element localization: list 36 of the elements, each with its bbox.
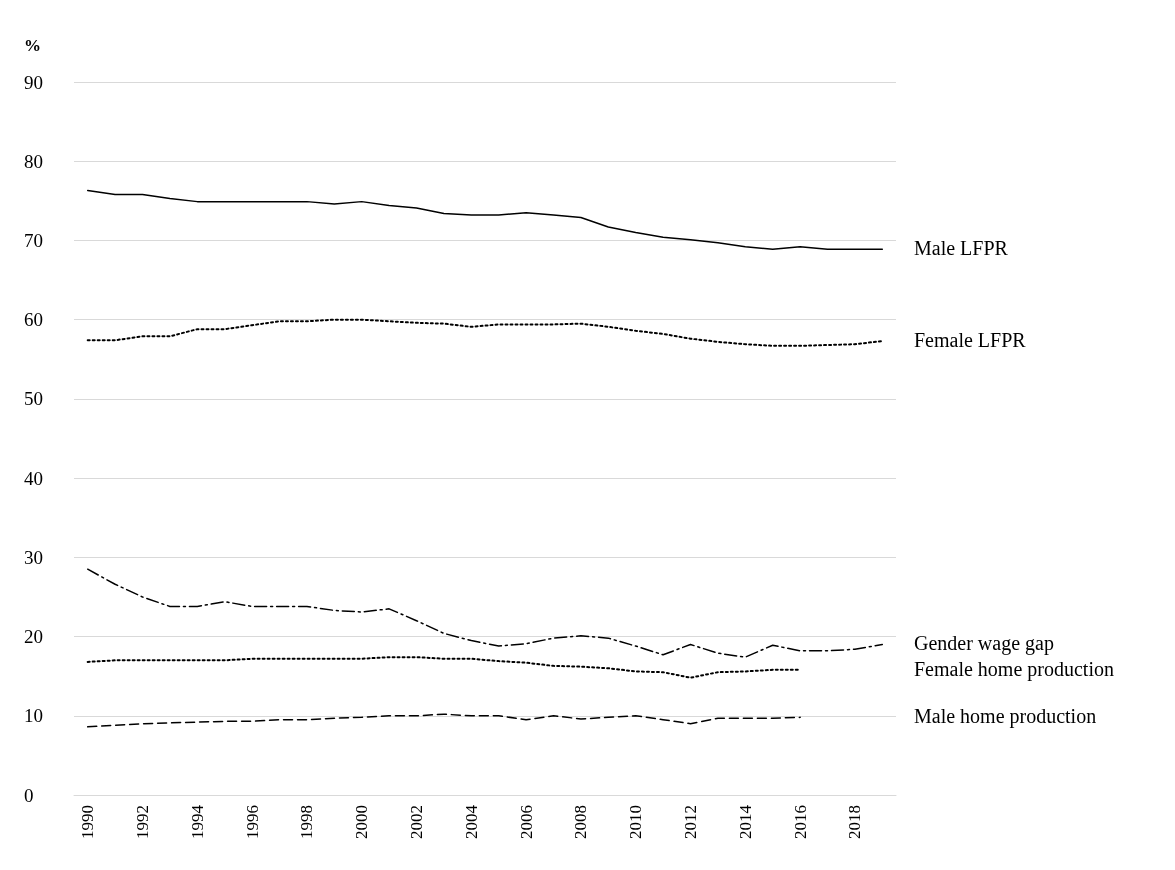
x-tick-label: 1992	[133, 805, 152, 839]
x-tick-label: 2014	[735, 804, 755, 839]
y-tick-label: 0	[24, 784, 34, 806]
series-label: Male LFPR	[914, 237, 1009, 260]
x-tick-label: 2006	[516, 805, 536, 839]
line-series	[86, 318, 884, 347]
x-tick-label: 1994	[187, 804, 207, 839]
line-series	[86, 656, 802, 679]
y-tick-label: 60	[24, 309, 43, 331]
y-tick-label: 90	[24, 71, 43, 93]
x-tick-label: 2018	[845, 805, 865, 839]
y-axis-title: %	[24, 36, 41, 55]
series-label: Gender wage gap	[914, 632, 1054, 656]
text: Male home production	[914, 705, 1097, 729]
x-tick-label: 2012	[681, 805, 700, 839]
x-tick-label: 2000	[352, 805, 372, 839]
y-tick-label: 80	[24, 150, 43, 172]
x-tick-label: 1996	[242, 805, 262, 839]
x-tick-label: 2008	[571, 805, 591, 839]
x-tick-label: 2002	[407, 805, 426, 839]
y-tick-label: 10	[24, 705, 43, 727]
y-tick-label: 50	[24, 388, 43, 410]
line-series	[86, 568, 884, 658]
y-tick-label: 70	[24, 229, 43, 251]
y-tick-label: 40	[24, 467, 43, 489]
text: Female home production	[914, 657, 1114, 681]
x-tick-label: 1998	[297, 805, 317, 839]
y-tick-label: 20	[24, 626, 43, 648]
line-series	[86, 713, 801, 728]
x-tick-label: 2004	[461, 804, 481, 839]
x-tick-label: 2016	[790, 805, 810, 839]
x-tick-label: 2010	[626, 805, 646, 839]
y-tick-label: 30	[24, 546, 43, 568]
x-tick-label: 1990	[78, 805, 98, 839]
line-series	[86, 189, 884, 250]
series-label: Female LFPR	[914, 329, 1027, 352]
